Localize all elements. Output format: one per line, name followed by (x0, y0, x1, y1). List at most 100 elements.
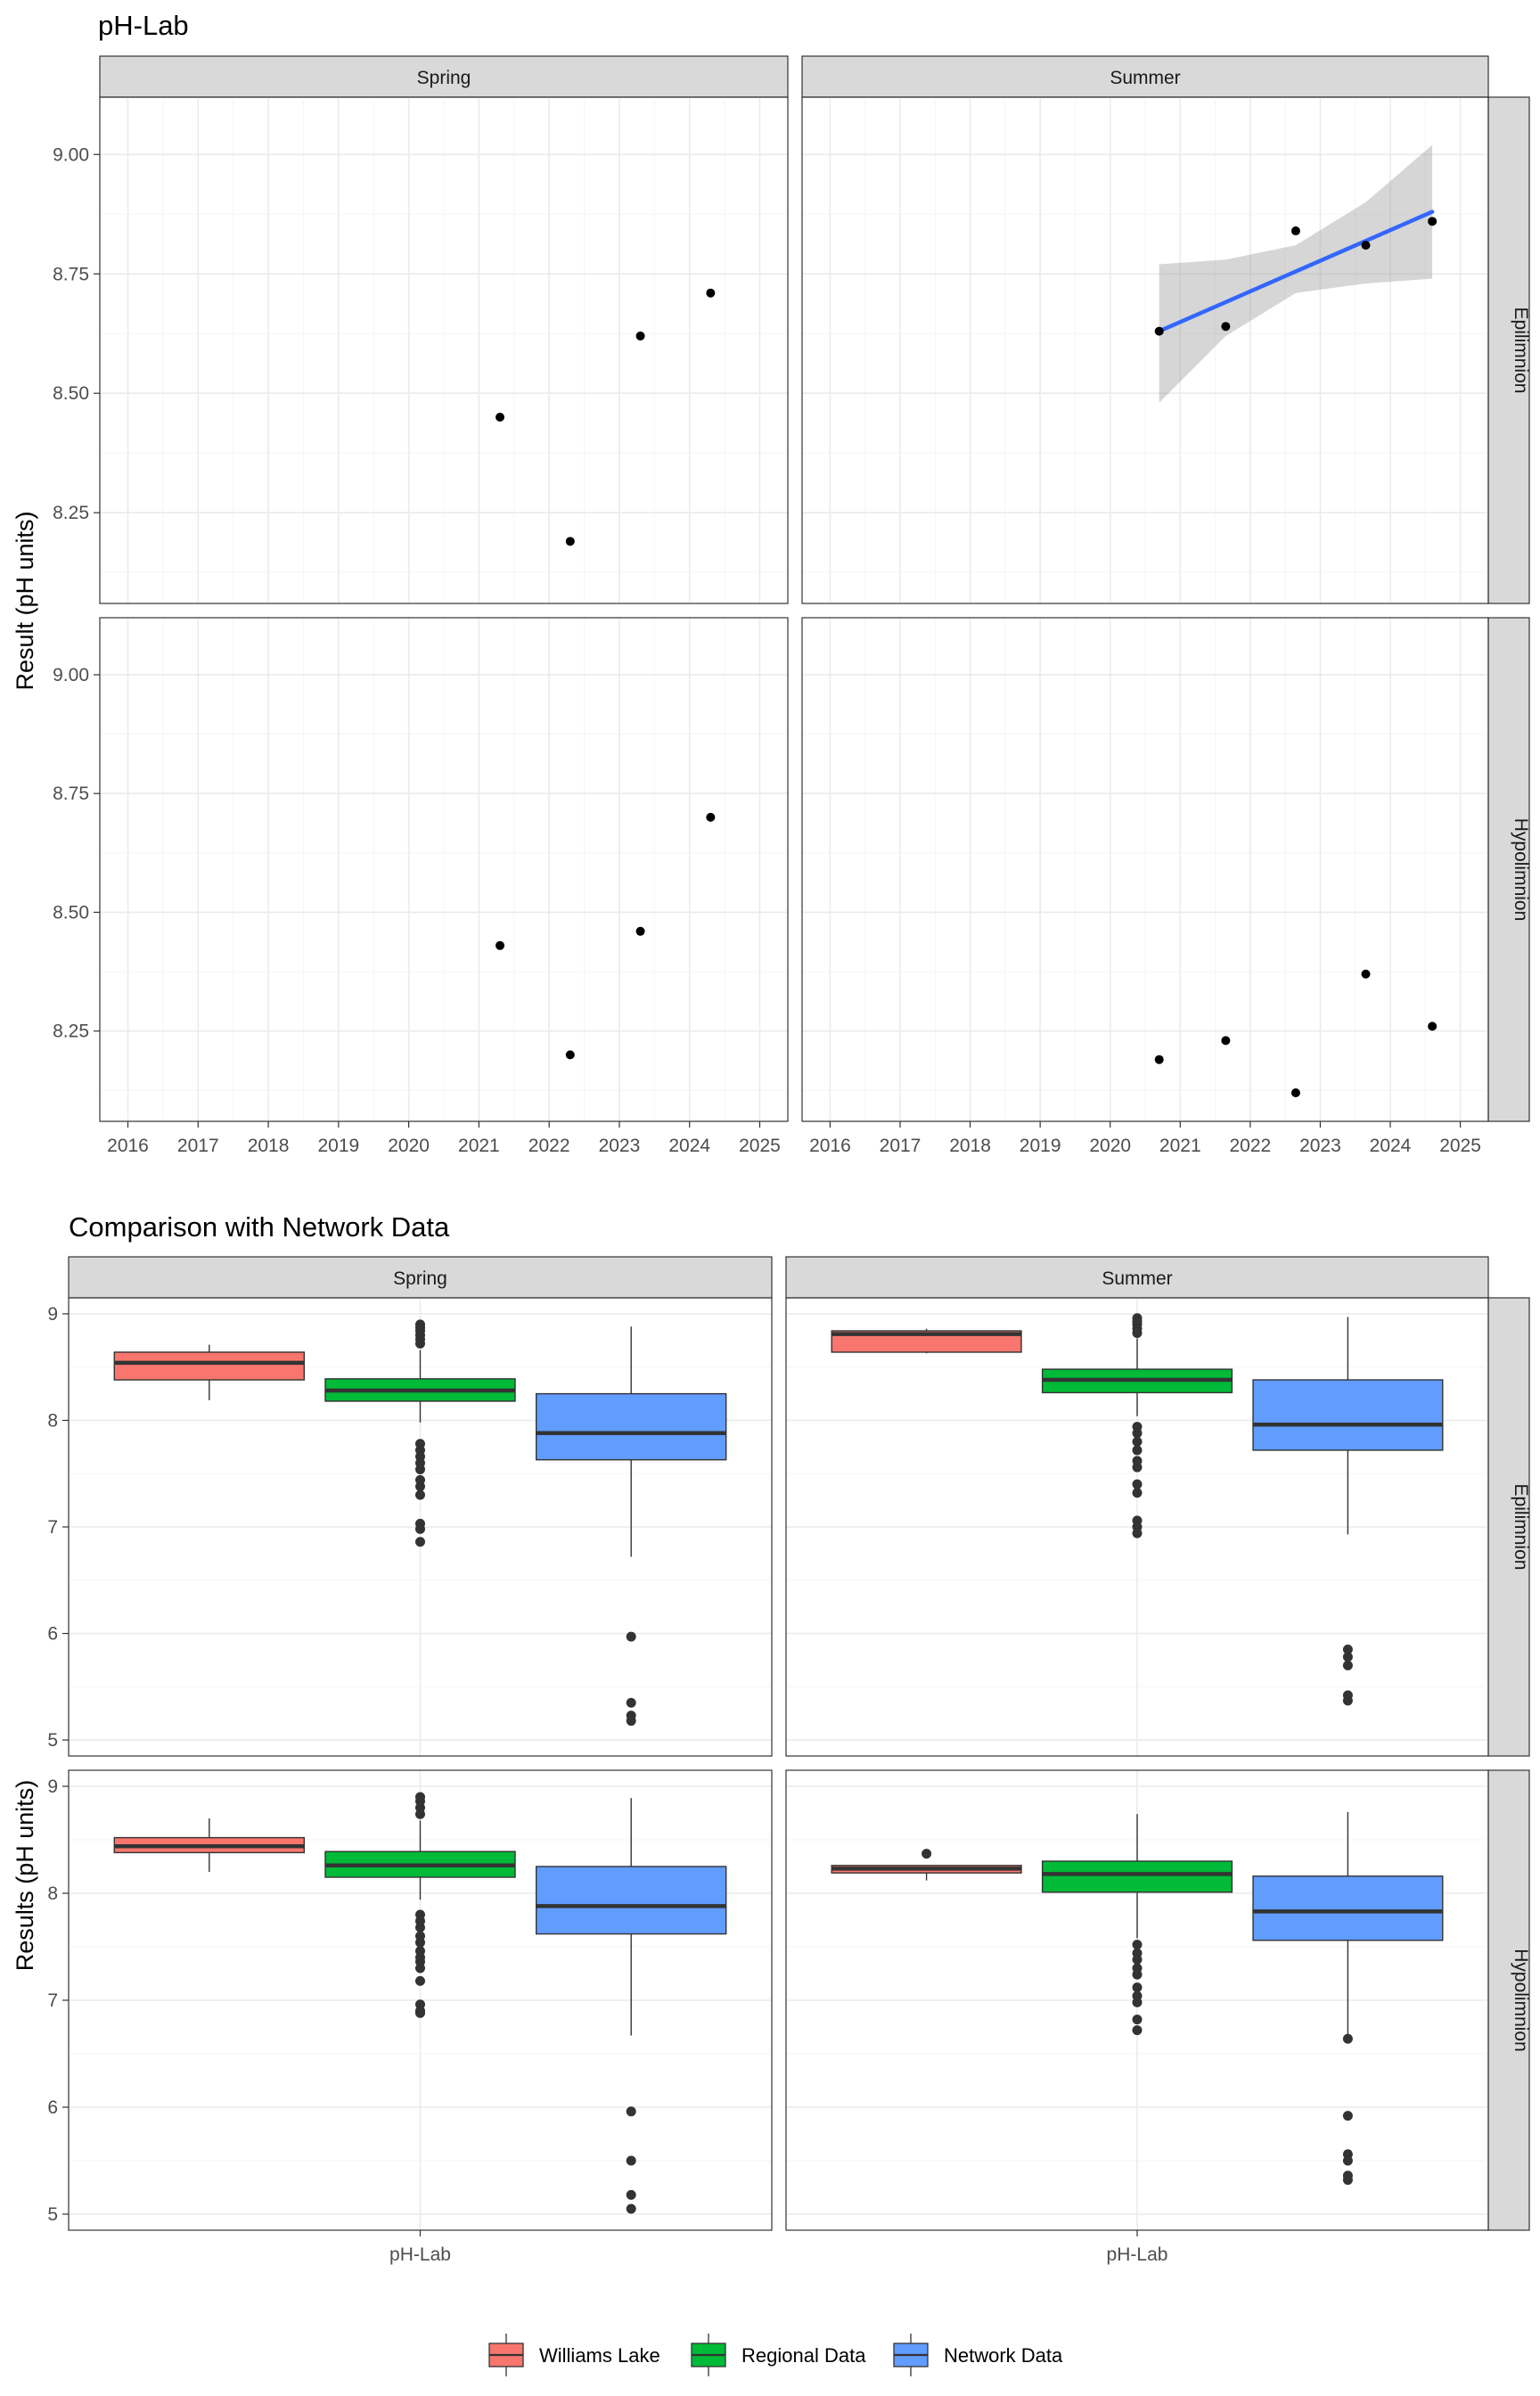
chart-2-panel (785, 1297, 1489, 1757)
y-tick-label: 5 (47, 2204, 58, 2225)
panel-border (801, 96, 1489, 604)
data-point (1361, 241, 1371, 250)
box-iqr (1252, 1875, 1444, 1941)
outlier-point (1132, 1479, 1143, 1489)
box-iqr (535, 1866, 727, 1935)
confidence-band (1159, 144, 1433, 403)
data-point (565, 537, 575, 546)
box-regional-data (324, 1792, 516, 2018)
data-point (635, 331, 645, 341)
legend-item: Network Data (893, 2334, 1063, 2376)
chart-2: Comparison with Network Data Results (pH … (12, 1211, 1531, 2376)
outlier-point (626, 2155, 636, 2166)
outlier-point (1132, 2025, 1143, 2036)
chart-1-y-axis-label: Result (pH units) (12, 511, 38, 690)
box-iqr (1041, 1860, 1233, 1893)
box-network-data (1252, 1811, 1444, 2186)
y-tick-label: 8 (47, 1410, 58, 1431)
chart-2-row-strip (1487, 1297, 1530, 1757)
outlier-point (415, 1523, 425, 1534)
outlier-point (1132, 1528, 1143, 1539)
x-tick-label: 2017 (177, 1136, 219, 1156)
panel-border (785, 1297, 1489, 1757)
outlier-point (415, 2007, 425, 2018)
chart-1: pH-Lab Result (pH units) Spring Summer Epili… (12, 10, 1531, 1156)
box-williams-lake (831, 1328, 1022, 1354)
outlier-point (626, 1697, 636, 1708)
x-tick-label: 2020 (388, 1136, 430, 1156)
data-point (706, 812, 716, 822)
chart-1-row-label: Hypolimnion (1511, 818, 1531, 922)
x-tick-label: 2017 (880, 1136, 922, 1156)
chart-1-row-strip (1487, 617, 1530, 1122)
legend-item: Williams Lake (488, 2334, 660, 2376)
data-point (1290, 226, 1300, 236)
chart-1-column-strip (801, 55, 1489, 98)
box-iqr (535, 1392, 727, 1461)
outlier-point (1132, 1940, 1143, 1950)
box-williams-lake (831, 1849, 1022, 1881)
legend-item: Regional Data (691, 2334, 866, 2376)
y-tick-label: 8.25 (53, 1022, 89, 1042)
y-tick-label: 7 (47, 1517, 58, 1538)
x-tick-label: 2019 (317, 1136, 359, 1156)
outlier-point (626, 2106, 636, 2117)
box-iqr (831, 1330, 1022, 1353)
y-tick-label: 8.50 (53, 383, 89, 404)
chart-1-column-label: Spring (417, 68, 471, 88)
data-point (496, 940, 505, 950)
data-point (1154, 326, 1164, 336)
x-tick-label: 2025 (1439, 1136, 1481, 1156)
outlier-point (415, 1319, 425, 1330)
x-tick-label: pH-Lab (1107, 2244, 1168, 2265)
x-tick-label: 2024 (668, 1136, 710, 1156)
outlier-point (1132, 1436, 1143, 1447)
outlier-point (1132, 1313, 1143, 1324)
x-tick-label: 2025 (739, 1136, 781, 1156)
chart-1-column-strip (99, 55, 789, 98)
chart-2-y-axis-label: Results (pH units) (12, 1780, 38, 1972)
outlier-point (626, 2203, 636, 2214)
chart-1-row-strip (1487, 96, 1530, 604)
box-regional-data (324, 1319, 516, 1547)
outlier-point (1342, 2033, 1353, 2044)
chart-2-panel (68, 1297, 773, 1757)
outlier-point (1342, 2175, 1353, 2186)
chart-2-row-label: Hypolimnion (1511, 1949, 1531, 2052)
data-point (565, 1050, 575, 1060)
outlier-point (415, 1537, 425, 1547)
trend-line (1157, 209, 1435, 333)
box-regional-data (1041, 1313, 1233, 1539)
x-tick-label: pH-Lab (389, 2244, 451, 2265)
chart-2-column-label: Summer (1102, 1268, 1172, 1289)
data-point (1221, 322, 1231, 332)
outlier-point (626, 1716, 636, 1727)
outlier-point (415, 1937, 425, 1948)
outlier-point (626, 1631, 636, 1642)
outlier-point (1342, 1660, 1353, 1670)
outlier-point (1342, 1644, 1353, 1654)
box-iqr (113, 1351, 306, 1381)
y-tick-label: 8.50 (53, 902, 89, 923)
panel-border (99, 617, 789, 1122)
outlier-point (1342, 1652, 1353, 1662)
outlier-point (415, 1922, 425, 1932)
outlier-point (1132, 1997, 1143, 2007)
x-tick-label: 2021 (458, 1136, 500, 1156)
outlier-point (922, 1849, 932, 1859)
x-tick-label: 2023 (1299, 1136, 1341, 1156)
data-point (635, 926, 645, 936)
y-tick-label: 8 (47, 1883, 58, 1904)
chart-1-panel (801, 96, 1489, 604)
data-point (1221, 1036, 1231, 1046)
data-point (706, 288, 716, 298)
box-williams-lake (113, 1344, 306, 1400)
outlier-point (415, 1489, 425, 1500)
outlier-point (1342, 2111, 1353, 2121)
x-tick-label: 2022 (528, 1136, 570, 1156)
y-tick-label: 9 (47, 1776, 58, 1797)
y-tick-label: 9.00 (53, 144, 89, 165)
y-tick-label: 9.00 (53, 665, 89, 685)
data-point (1290, 1088, 1300, 1098)
